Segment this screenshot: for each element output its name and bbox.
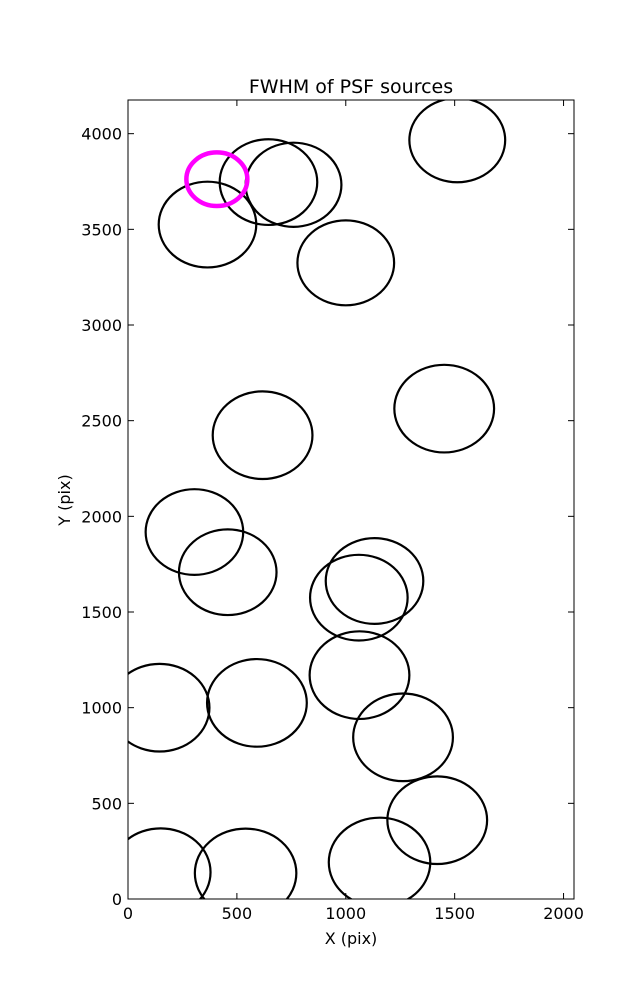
highlighted-source-circle <box>184 150 250 209</box>
source-circle <box>393 363 496 454</box>
source-circle <box>128 827 212 899</box>
source-circle <box>352 692 455 783</box>
y-tick-label: 4000 <box>81 125 122 144</box>
chart-title: FWHM of PSF sources <box>249 76 453 98</box>
x-tick-label: 500 <box>222 904 253 923</box>
y-tick-label: 2000 <box>81 507 122 526</box>
source-circle <box>327 816 432 899</box>
source-circle <box>408 100 507 184</box>
x-tick-label: 2000 <box>543 904 584 923</box>
source-circle <box>244 141 343 228</box>
y-tick-label: 0 <box>112 890 122 909</box>
source-circle <box>296 219 396 307</box>
x-tick-label: 0 <box>123 904 133 923</box>
source-circle <box>211 390 314 481</box>
source-circle <box>218 138 319 227</box>
source-circle <box>193 827 298 899</box>
plot-area <box>128 100 507 899</box>
x-tick-label: 1000 <box>325 904 366 923</box>
plot-frame <box>127 99 575 900</box>
source-circle <box>205 657 308 748</box>
source-circle <box>324 537 425 625</box>
y-tick-label: 2500 <box>81 412 122 431</box>
source-circle <box>157 180 258 269</box>
x-tick-label: 1500 <box>434 904 475 923</box>
source-circle <box>308 630 411 721</box>
y-tick-label: 3500 <box>81 220 122 239</box>
source-circle <box>144 488 245 576</box>
y-tick-label: 1500 <box>81 603 122 622</box>
x-axis-label: X (pix) <box>325 929 378 948</box>
source-circle <box>308 553 409 642</box>
y-axis-label: Y (pix) <box>55 474 74 526</box>
y-tick-label: 500 <box>91 794 122 813</box>
axis-ticks: 0 500 1000 1500 2000 0 500 1000 1500 2000 2500 3000… <box>81 100 584 923</box>
source-circle <box>386 775 489 866</box>
y-tick-label: 1000 <box>81 699 122 718</box>
source-circle <box>128 662 211 753</box>
y-tick-label: 3000 <box>81 316 122 335</box>
source-circle <box>177 528 278 617</box>
